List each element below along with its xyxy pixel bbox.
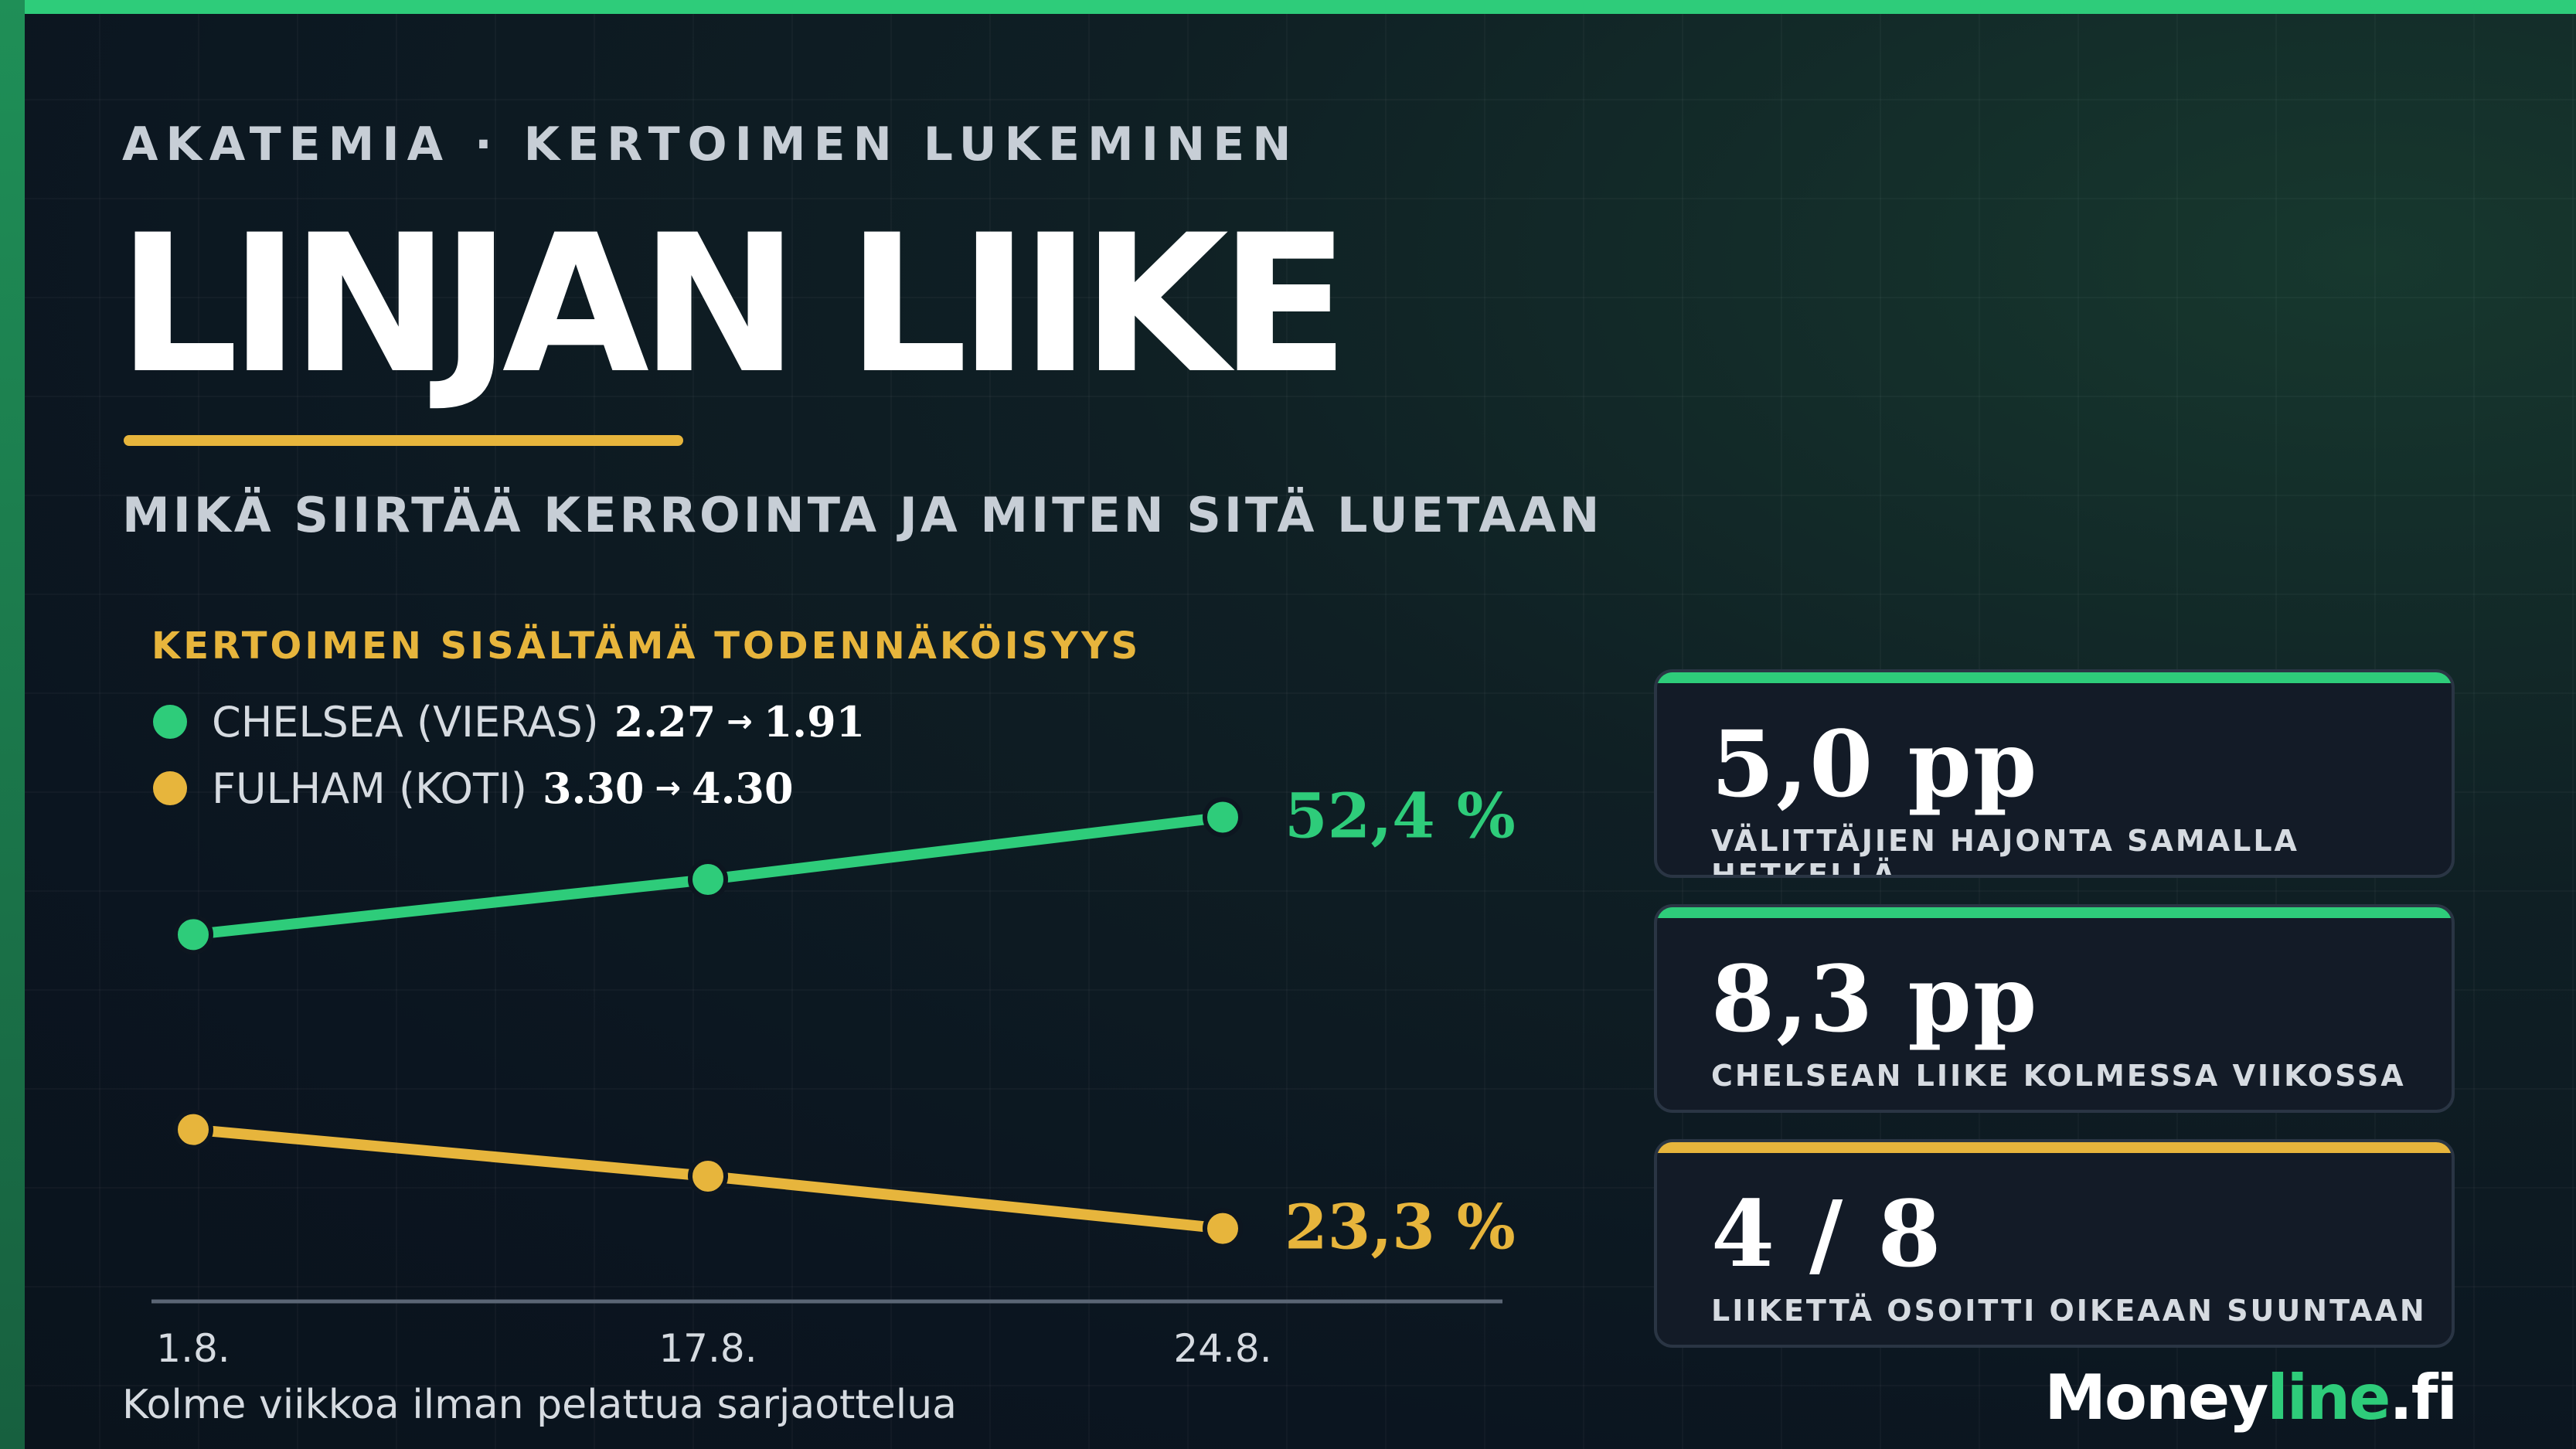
page-title: LINJAN LIIKE	[117, 195, 1349, 416]
eyebrow-label: AKATEMIA · KERTOIMEN LUKEMINEN	[122, 117, 1299, 172]
title-underline	[124, 435, 683, 446]
stat-card-direction: 4 / 8 LIIKETTÄ OSOITTI OIKEAAN SUUNTAAN	[1654, 1139, 2455, 1348]
x-tick-label: 24.8.	[1173, 1326, 1271, 1371]
brand-main: Money	[2044, 1362, 2268, 1434]
stat-card-spread: 5,0 pp VÄLITTÄJIEN HAJONTA SAMALLA HETKE…	[1654, 669, 2455, 878]
chart-caption: Kolme viikkoa ilman pelattua sarjaottelu…	[122, 1382, 958, 1428]
x-tick-label: 1.8.	[156, 1326, 230, 1371]
chart-heading: KERTOIMEN SISÄLTÄMÄ TODENNÄKÖISYYS	[151, 624, 1142, 668]
stat-value: 8,3 pp	[1711, 945, 2039, 1053]
data-label-1: 23,3 %	[1285, 1191, 1516, 1264]
card-accent-bar	[1657, 907, 2452, 918]
stat-label: CHELSEAN LIIKE KOLMESSA VIIKOSSA	[1711, 1059, 2406, 1093]
stat-label: VÄLITTÄJIEN HAJONTA SAMALLA HETKELLÄ	[1711, 824, 2299, 878]
stat-value: 5,0 pp	[1711, 710, 2039, 818]
data-point-1-2	[1203, 1208, 1243, 1249]
legend-dot-chelsea	[153, 705, 187, 739]
page-subtitle: MIKÄ SIIRTÄÄ KERROINTA JA MITEN SITÄ LUE…	[122, 487, 1603, 543]
data-point-1-1	[688, 1156, 728, 1196]
stat-value: 4 / 8	[1711, 1180, 1943, 1287]
brand-logo: Moneyline.fi	[2044, 1362, 2458, 1434]
legend-item-fulham: FULHAM (KOTI) 3.30 → 4.30	[153, 764, 794, 813]
legend-odds-to-chelsea: 1.91	[763, 697, 866, 747]
arrow-right-icon: →	[655, 770, 682, 806]
brand-suffix: .fi	[2389, 1362, 2458, 1434]
card-accent-bar	[1657, 1142, 2452, 1153]
legend-dot-fulham	[153, 771, 187, 805]
data-point-1-0	[173, 1109, 213, 1150]
data-label-0: 52,4 %	[1285, 780, 1516, 852]
legend-odds-to-fulham: 4.30	[692, 764, 794, 813]
data-point-0-0	[173, 914, 213, 955]
legend-team-chelsea: CHELSEA (VIERAS)	[212, 697, 599, 747]
left-accent-bar	[0, 0, 25, 1449]
stat-card-chelsea-move: 8,3 pp CHELSEAN LIIKE KOLMESSA VIIKOSSA	[1654, 904, 2455, 1113]
card-accent-bar	[1657, 672, 2452, 683]
legend-odds-from-chelsea: 2.27	[614, 697, 716, 747]
legend-item-chelsea: CHELSEA (VIERAS) 2.27 → 1.91	[153, 697, 866, 747]
data-point-0-1	[688, 859, 728, 900]
legend-team-fulham: FULHAM (KOTI)	[212, 764, 527, 813]
top-accent-bar	[0, 0, 2576, 14]
brand-accent: line	[2267, 1362, 2391, 1434]
legend-odds-from-fulham: 3.30	[542, 764, 645, 813]
x-tick-label: 17.8.	[658, 1326, 757, 1371]
arrow-right-icon: →	[727, 704, 753, 740]
data-point-0-2	[1203, 797, 1243, 838]
stat-label: LIIKETTÄ OSOITTI OIKEAAN SUUNTAAN	[1711, 1294, 2427, 1328]
